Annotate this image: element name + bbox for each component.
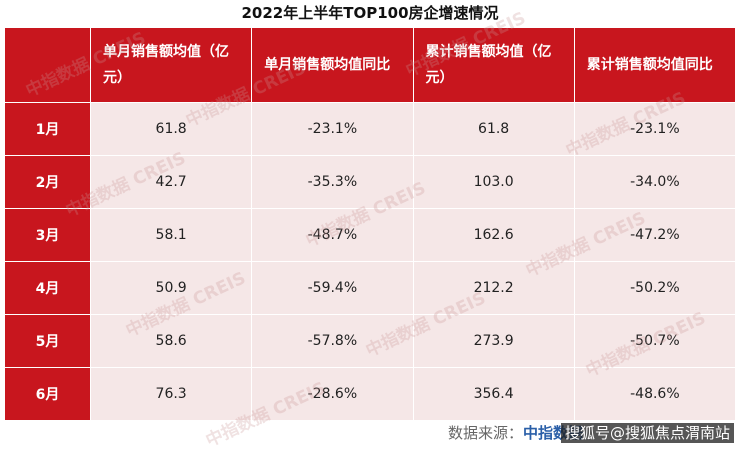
cell: -35.3% xyxy=(251,155,414,209)
cell: 42.7 xyxy=(89,155,253,209)
month-cell: 2月 xyxy=(4,155,91,209)
cell: -59.4% xyxy=(251,261,414,315)
data-table: 单月销售额均值（亿元） 单月销售额均值同比 累计销售额均值（亿元） 累计销售额均值同比… xyxy=(4,27,737,421)
table-row: 5月 58.6 -57.8% 273.9 -50.7% xyxy=(4,314,737,368)
month-cell: 5月 xyxy=(4,314,91,368)
cell: 273.9 xyxy=(412,314,575,368)
source-label: 数据来源： xyxy=(447,424,523,442)
month-cell: 6月 xyxy=(4,367,91,421)
cell: 103.0 xyxy=(412,155,575,209)
cell: 61.8 xyxy=(89,102,253,156)
cell: 162.6 xyxy=(412,208,575,262)
cell: -57.8% xyxy=(251,314,414,368)
source-credit: 搜狐号@搜狐焦点渭南站 xyxy=(560,423,734,443)
cell: -34.0% xyxy=(573,155,737,209)
cell: 58.6 xyxy=(89,314,253,368)
month-cell: 3月 xyxy=(4,208,91,262)
cell: -50.2% xyxy=(573,261,737,315)
cell: -28.6% xyxy=(251,367,414,421)
cell: -50.7% xyxy=(573,314,737,368)
header-cell: 累计销售额均值（亿元） xyxy=(412,27,575,103)
header-cell: 单月销售额均值（亿元） xyxy=(89,27,253,103)
table-row: 2月 42.7 -35.3% 103.0 -34.0% xyxy=(4,155,737,209)
cell: -48.6% xyxy=(573,367,737,421)
table-row: 3月 58.1 -48.7% 162.6 -47.2% xyxy=(4,208,737,262)
header-row: 单月销售额均值（亿元） 单月销售额均值同比 累计销售额均值（亿元） 累计销售额均值同比 xyxy=(4,27,737,103)
table-row: 1月 61.8 -23.1% 61.8 -23.1% xyxy=(4,102,737,156)
header-cell: 累计销售额均值同比 xyxy=(573,27,737,103)
cell: 212.2 xyxy=(412,261,575,315)
cell: -47.2% xyxy=(573,208,737,262)
cell: -23.1% xyxy=(251,102,414,156)
header-cell xyxy=(4,27,91,103)
month-cell: 1月 xyxy=(4,102,91,156)
month-cell: 4月 xyxy=(4,261,91,315)
cell: 58.1 xyxy=(89,208,253,262)
table-row: 6月 76.3 -28.6% 356.4 -48.6% xyxy=(4,367,737,421)
cell: 50.9 xyxy=(89,261,253,315)
source: 数据来源：中指数据搜狐号@搜狐焦点渭南站 xyxy=(448,422,734,443)
title: 2022年上半年TOP100房企增速情况 xyxy=(241,4,499,22)
cell: 76.3 xyxy=(89,367,253,421)
cell: -48.7% xyxy=(251,208,414,262)
cell: 61.8 xyxy=(412,102,575,156)
header-cell: 单月销售额均值同比 xyxy=(251,27,414,103)
cell: -23.1% xyxy=(573,102,737,156)
cell: 356.4 xyxy=(412,367,575,421)
table-row: 4月 50.9 -59.4% 212.2 -50.2% xyxy=(4,261,737,315)
